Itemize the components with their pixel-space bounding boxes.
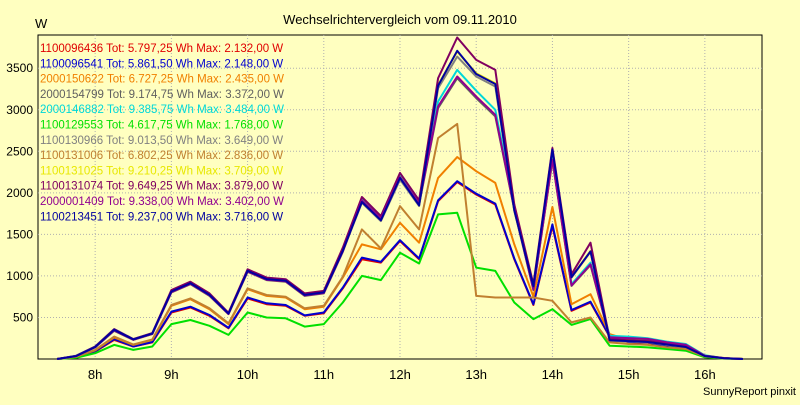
x-tick-label: 12h [389,367,411,382]
x-tick-label: 11h [313,367,334,382]
x-tick-label: 16h [694,367,716,382]
y-tick-label: 3000 [6,103,33,117]
series-lines [56,36,743,360]
legend-entry: 1100131006 Tot: 6.802,25 Wh Max: 2.836,0… [40,150,283,162]
y-tick-label: 2000 [6,186,33,200]
x-tick-labels: 8h 9h 10h 11h 12h 13h 14h 15h 16h [88,367,716,382]
footer-credit: SunnyReport pinxit [703,386,796,398]
x-tick-label: 14h [542,367,564,382]
y-tick-labels: 500 1000 1500 2000 2500 3000 3500 [6,61,33,324]
legend-entry: 1100129553 Tot: 4.617,75 Wh Max: 1.768,0… [40,120,283,132]
x-tick-label: 9h [164,367,178,382]
series-line-7 [56,122,743,360]
legend-entry: 2000150622 Tot: 6.727,25 Wh Max: 2.435,0… [40,74,284,86]
legend-entry: 1100131074 Tot: 9.649,25 Wh Max: 3.879,0… [40,181,283,193]
legend: 1100096436 Tot: 5.797,25 Wh Max: 2.132,0… [40,43,284,223]
legend-entry: 2000001409 Tot: 9.338,00 Wh Max: 3.402,0… [40,196,284,208]
legend-entry: 2000154799 Tot: 9.174,75 Wh Max: 3.372,0… [40,89,284,101]
legend-entry: 1100096541 Tot: 5.861,50 Wh Max: 2.148,0… [40,58,283,70]
x-tick-label: 13h [465,367,487,382]
y-tick-label: 1500 [6,227,33,241]
x-tick-label: 8h [88,367,102,382]
legend-entry: 1100131025 Tot: 9.210,25 Wh Max: 3.709,0… [40,165,283,177]
y-tick-label: 3500 [6,61,33,75]
x-tick-label: 10h [237,367,259,382]
legend-entry: 1100213451 Tot: 9.237,00 Wh Max: 3.716,0… [40,211,283,223]
y-axis-unit-label: W [35,16,48,31]
y-tick-label: 1000 [6,269,33,283]
legend-entry: 1100096436 Tot: 5.797,25 Wh Max: 2.132,0… [40,43,283,55]
series-line-5 [57,211,743,360]
x-tick-label: 15h [618,367,640,382]
legend-entry: 2000146882 Tot: 9.385,75 Wh Max: 3.484,0… [40,104,284,116]
y-tick-label: 2500 [6,144,33,158]
chart-title: Wechselrichtervergleich vom 09.11.2010 [283,12,517,27]
y-tick-label: 500 [13,310,33,324]
legend-entry: 1100130966 Tot: 9.013,50 Wh Max: 3.649,0… [40,135,283,147]
series-line-11 [56,49,743,360]
